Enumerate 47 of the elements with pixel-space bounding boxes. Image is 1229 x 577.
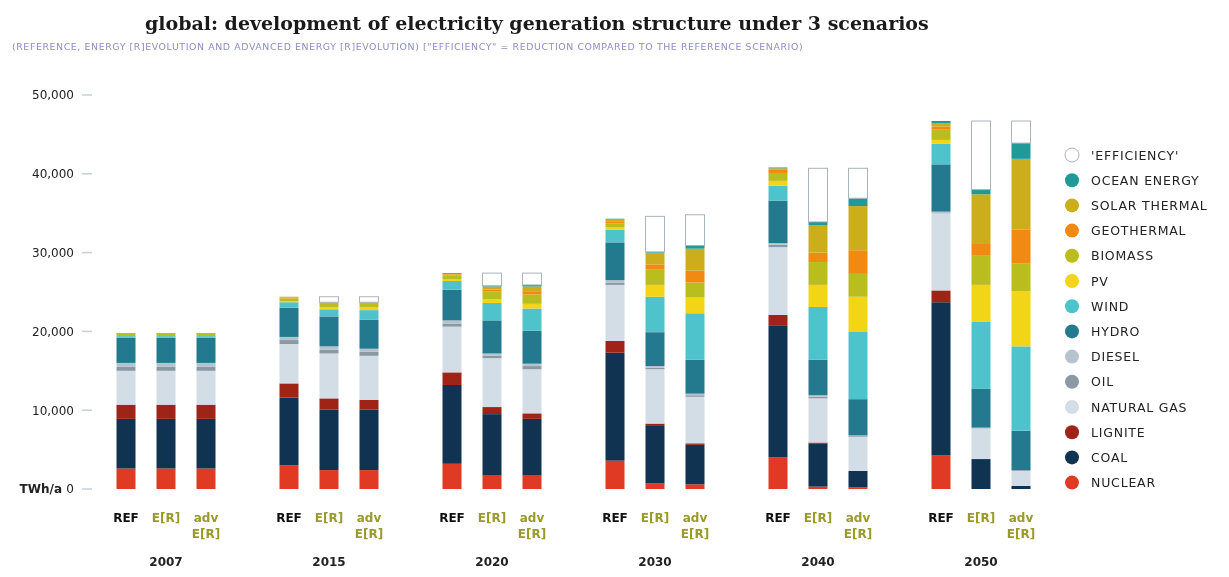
text: 2007: [149, 555, 183, 569]
legend-label: DIESEL: [1091, 349, 1140, 365]
x-tick-label: E[R]: [966, 511, 996, 525]
x-tick-label: adv E[R]: [517, 511, 547, 541]
y-axis-title: TWh/a: [19, 482, 62, 496]
chart-title: global: development of electricity generation structure under 3 scenarios: [145, 12, 929, 34]
y-tick-label: 10,000: [32, 403, 74, 418]
legend-label: COAL: [1091, 449, 1129, 465]
legend-label: PV: [1091, 273, 1109, 289]
legend-label: SOLAR THERMAL: [1091, 197, 1208, 213]
x-tick-label: REF: [113, 511, 139, 525]
x-tick-label: E[R]: [803, 511, 833, 525]
x-tick-label: adv E[R]: [1006, 511, 1036, 541]
y-tick-label: 50,000: [32, 88, 74, 103]
legend-label: WIND: [1091, 298, 1130, 314]
x-tick-label: adv E[R]: [843, 511, 873, 541]
y-tick-label: 20,000: [32, 324, 74, 339]
text: 2030: [638, 555, 672, 569]
chart-subtitle: (REFERENCE, ENERGY [R]EVOLUTION AND ADVANCED ENERGY [R]EVOLUTION) ["EFFICIENCY" = REDUCTION COMPARED TO THE REFERENCE SCENARIO): [12, 41, 804, 52]
legend-label: NUCLEAR: [1091, 475, 1156, 491]
legend-label: 'EFFICIENCY': [1091, 147, 1180, 163]
text: 2015: [312, 555, 346, 569]
legend-label: NATURAL GAS: [1091, 399, 1188, 415]
x-tick-label: E[R]: [477, 511, 507, 525]
text: 2020: [475, 555, 509, 569]
x-tick-label: REF: [928, 511, 954, 525]
x-tick-label: REF: [765, 511, 791, 525]
legend-label: OCEAN ENERGY: [1091, 172, 1200, 188]
x-tick-label: adv E[R]: [354, 511, 384, 541]
legend-label: LIGNITE: [1091, 424, 1146, 440]
text: 2040: [801, 555, 835, 569]
legend-label: OIL: [1091, 374, 1114, 390]
x-tick-label: REF: [439, 511, 465, 525]
y-tick-label: 40,000: [32, 167, 74, 182]
x-tick-label: adv E[R]: [191, 511, 221, 541]
y-tick-label: 0: [66, 482, 74, 497]
legend-label: GEOTHERMAL: [1091, 223, 1187, 239]
y-tick-label: 30,000: [32, 245, 74, 260]
x-tick-label: E[R]: [314, 511, 344, 525]
legend-label: BIOMASS: [1091, 248, 1154, 264]
x-tick-label: adv E[R]: [680, 511, 710, 541]
x-tick-label: E[R]: [640, 511, 670, 525]
text: 2050: [964, 555, 998, 569]
x-tick-label: REF: [276, 511, 302, 525]
x-tick-label: E[R]: [151, 511, 181, 525]
legend-label: HYDRO: [1091, 323, 1141, 339]
x-tick-label: REF: [602, 511, 628, 525]
